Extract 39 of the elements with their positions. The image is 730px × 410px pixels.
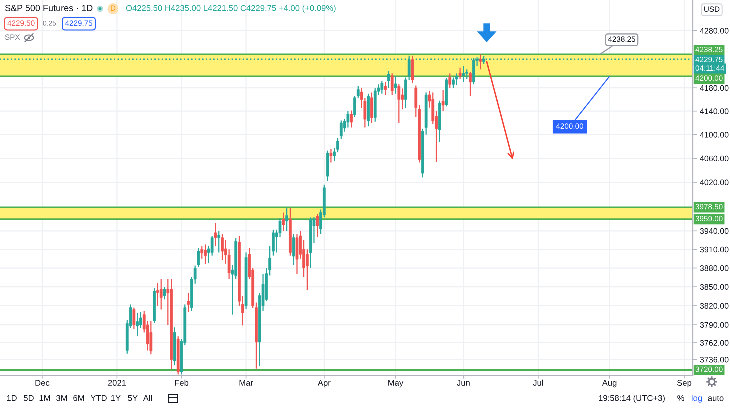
- x-tick-label: Jun: [457, 380, 470, 386]
- x-tick-label: Jul: [533, 380, 544, 386]
- text: 1D: [7, 395, 17, 402]
- x-tick-label: Mar: [240, 380, 254, 386]
- text: 5D: [24, 395, 34, 402]
- text: 6M: [74, 395, 84, 402]
- y-tick-label: 3910.00: [700, 246, 729, 253]
- y-tick-label: 4020.00: [700, 180, 729, 186]
- text: YTD: [90, 395, 107, 402]
- x-tick-label: Aug: [602, 380, 617, 388]
- y-tick-label: 4280.00: [700, 28, 729, 34]
- y-tick-label: 4140.00: [700, 108, 729, 114]
- x-tick-label: Apr: [318, 380, 331, 388]
- chart-title: S&P 500 Futures · 1D: [5, 5, 93, 12]
- text: 19:58:14 (UTC+3): [599, 395, 665, 403]
- text: All: [143, 395, 152, 402]
- x-tick-label: May: [388, 380, 404, 388]
- y-tick-label: 4060.00: [700, 156, 729, 162]
- annotation: O4225.50 H4235.00 L4221.50 C4229.75 +4.00 (+0.09%): [126, 5, 336, 13]
- text: 3M: [56, 395, 68, 402]
- text: 1Y: [112, 395, 121, 402]
- y-tick-label: 3850.00: [700, 284, 729, 290]
- y-tick-label: 3880.00: [700, 266, 729, 272]
- y-tick-label: 3762.00: [700, 340, 729, 346]
- x-tick-label: Dec: [36, 380, 50, 386]
- text: log: [692, 395, 702, 403]
- x-tick-label: Feb: [175, 380, 189, 386]
- y-tick-label: 3790.00: [700, 322, 729, 328]
- text: auto: [708, 396, 724, 402]
- y-tick-label: 3820.00: [700, 303, 729, 309]
- y-tick-label: 4100.00: [700, 132, 729, 138]
- text: 1M: [40, 395, 50, 402]
- text: %: [678, 395, 684, 402]
- y-tick-label: 4180.00: [700, 85, 729, 92]
- x-tick-label: Sep: [677, 380, 692, 388]
- y-tick-label: 3736.00: [700, 357, 729, 363]
- x-tick-label: 2021: [108, 380, 126, 386]
- y-tick-label: 3940.00: [700, 228, 729, 234]
- text: 5Y: [128, 395, 138, 402]
